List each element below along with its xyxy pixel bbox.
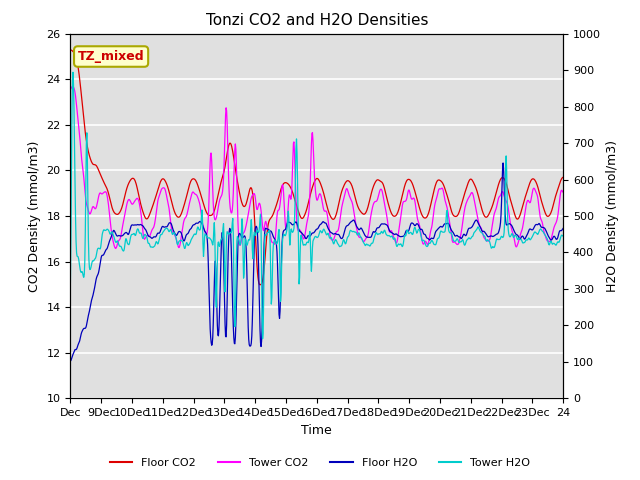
Tower H2O (536, 228, 543, 233)
Floor H2O (271, 237, 279, 242)
Y-axis label: CO2 Density (mmol/m3): CO2 Density (mmol/m3) (28, 140, 41, 292)
Tower H2O (91, 256, 99, 262)
Y-axis label: H2O Density (mmol/m3): H2O Density (mmol/m3) (607, 140, 620, 292)
Floor CO2 (158, 177, 166, 182)
Tower CO2 (559, 190, 567, 195)
Text: TZ_mixed: TZ_mixed (78, 50, 145, 63)
Floor CO2 (543, 213, 550, 219)
Floor CO2 (271, 205, 279, 211)
Title: Tonzi CO2 and H2O Densities: Tonzi CO2 and H2O Densities (205, 13, 428, 28)
Tower CO2 (91, 205, 99, 211)
Tower CO2 (536, 210, 543, 216)
Floor H2O (543, 229, 550, 235)
Floor H2O (90, 288, 98, 293)
Line: Tower H2O: Tower H2O (70, 72, 563, 339)
Tower H2O (69, 69, 77, 75)
Floor CO2 (357, 209, 365, 215)
Floor H2O (559, 226, 567, 231)
Floor H2O (357, 225, 365, 231)
Tower CO2 (112, 246, 120, 252)
Floor CO2 (90, 162, 98, 168)
Floor H2O (67, 358, 74, 364)
Floor CO2 (559, 174, 567, 180)
Tower H2O (159, 230, 166, 236)
Tower H2O (272, 240, 280, 246)
Line: Floor CO2: Floor CO2 (70, 50, 563, 285)
Tower H2O (358, 236, 365, 241)
Tower CO2 (358, 236, 365, 241)
X-axis label: Time: Time (301, 424, 332, 437)
Tower H2O (67, 279, 74, 285)
Floor CO2 (256, 282, 264, 288)
Tower H2O (559, 233, 567, 239)
Legend: Floor CO2, Tower CO2, Floor H2O, Tower H2O: Floor CO2, Tower CO2, Floor H2O, Tower H… (105, 453, 535, 472)
Floor H2O (499, 160, 507, 166)
Tower H2O (543, 236, 551, 241)
Tower CO2 (543, 238, 551, 244)
Tower CO2 (272, 228, 280, 233)
Floor CO2 (535, 189, 543, 194)
Floor CO2 (67, 47, 74, 53)
Line: Floor H2O: Floor H2O (70, 163, 563, 361)
Tower CO2 (67, 86, 74, 92)
Tower CO2 (68, 84, 76, 89)
Tower CO2 (159, 185, 167, 191)
Floor H2O (158, 224, 166, 230)
Line: Tower CO2: Tower CO2 (70, 86, 563, 249)
Tower H2O (259, 336, 266, 342)
Floor H2O (535, 221, 543, 227)
